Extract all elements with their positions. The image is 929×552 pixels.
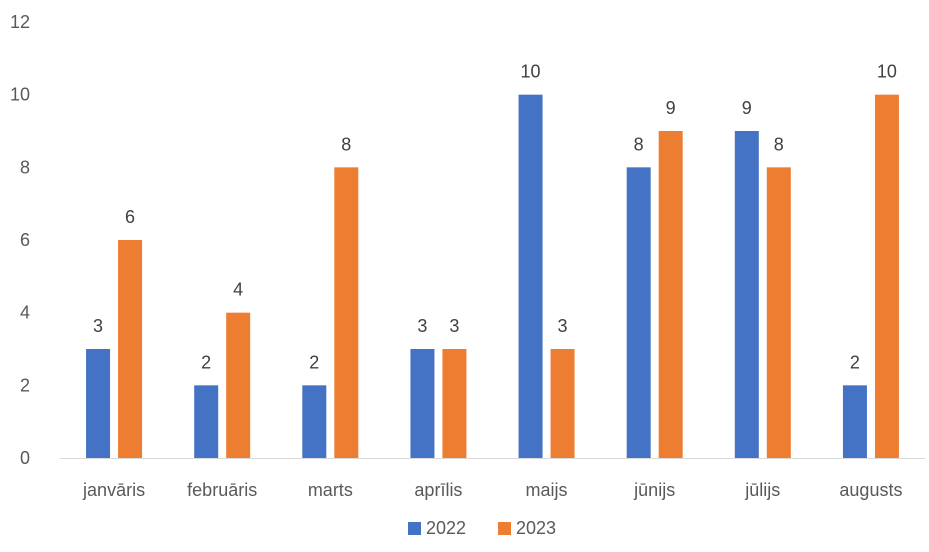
bar-2022-maijs	[518, 94, 543, 459]
legend-label: 2022	[426, 518, 466, 538]
y-tick-label: 0	[20, 448, 30, 468]
x-tick-label: jūlijs	[744, 480, 780, 500]
bar-2023-jūlijs	[766, 167, 791, 459]
bar-2023-aprīlis	[442, 349, 467, 458]
data-label: 4	[233, 280, 243, 300]
bar-2023-maijs	[550, 349, 575, 458]
bar-2023-marts	[334, 167, 359, 459]
data-labels: 3 6 2 4 2 8 3 3 10 3 8 9 9 8 2 10	[93, 62, 897, 373]
bar-2022-aprīlis	[410, 349, 435, 458]
x-tick-label: februāris	[187, 480, 257, 500]
bar-2022-augusts	[842, 385, 867, 458]
data-label: 9	[666, 98, 676, 118]
legend-swatch-2022	[408, 522, 421, 535]
x-tick-label: maijs	[526, 480, 568, 500]
bars	[86, 94, 899, 459]
legend-swatch-2023	[498, 522, 511, 535]
bar-2023-augusts	[874, 94, 899, 459]
y-tick-label: 8	[20, 157, 30, 177]
data-label: 10	[521, 62, 541, 82]
data-label: 6	[125, 207, 135, 227]
y-tick-label: 4	[20, 303, 30, 323]
y-tick-label: 2	[20, 375, 30, 395]
data-label: 10	[877, 62, 897, 82]
y-tick-label: 12	[10, 12, 30, 32]
x-tick-label: marts	[308, 480, 353, 500]
x-axis: janvāris februāris marts aprīlis maijs jūnijs…	[82, 480, 902, 500]
data-label: 9	[742, 98, 752, 118]
y-tick-label: 10	[10, 85, 30, 105]
data-label: 3	[417, 316, 427, 336]
x-tick-label: jūnijs	[633, 480, 675, 500]
data-label: 8	[341, 134, 351, 154]
x-tick-label: janvāris	[82, 480, 145, 500]
bar-2022-jūnijs	[626, 167, 651, 459]
x-tick-label: augusts	[839, 480, 902, 500]
y-tick-label: 6	[20, 230, 30, 250]
legend: 2022 2023	[408, 518, 556, 538]
data-label: 8	[774, 134, 784, 154]
data-label: 3	[93, 316, 103, 336]
data-label: 2	[850, 352, 860, 372]
y-axis: 0 2 4 6 8 10 12	[10, 12, 30, 468]
x-tick-label: aprīlis	[414, 480, 462, 500]
data-label: 3	[449, 316, 459, 336]
bar-2022-marts	[302, 385, 327, 458]
bar-2022-janvāris	[86, 349, 111, 458]
bar-2023-jūnijs	[658, 131, 683, 458]
data-label: 2	[201, 352, 211, 372]
data-label: 3	[558, 316, 568, 336]
bar-2022-jūlijs	[734, 131, 759, 458]
bar-2022-februāris	[194, 385, 219, 458]
legend-label: 2023	[516, 518, 556, 538]
bar-2023-janvāris	[118, 240, 143, 458]
bar-2023-februāris	[226, 312, 251, 458]
data-label: 8	[634, 134, 644, 154]
data-label: 2	[309, 352, 319, 372]
